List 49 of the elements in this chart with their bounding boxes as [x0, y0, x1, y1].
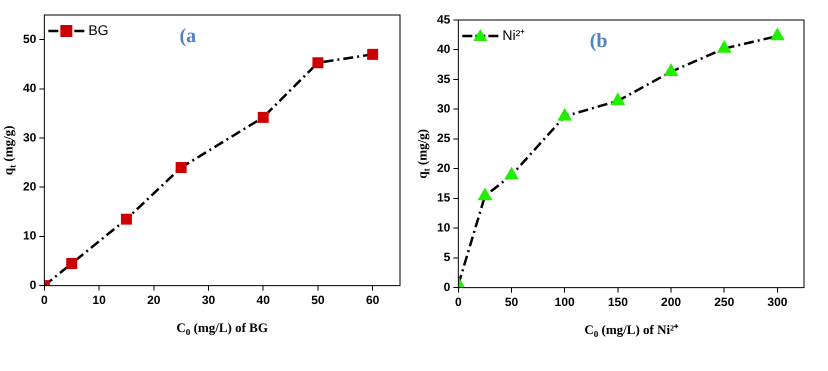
- point: [258, 112, 269, 123]
- y-axis-title: qt (mg/g): [0, 125, 18, 176]
- y-axis-title: qt (mg/g): [414, 128, 432, 179]
- annotation: (a: [179, 25, 196, 48]
- y-tick-label: 0: [30, 278, 37, 292]
- y-tick-label: 10: [436, 220, 451, 234]
- x-tick-label: 0: [41, 293, 48, 308]
- x-tick-label: 0: [455, 295, 462, 310]
- y-tick-label: 5: [444, 250, 451, 264]
- y-tick-label: 20: [22, 180, 37, 194]
- legend-label: Ni²⁺: [502, 26, 526, 43]
- x-tick-label: 150: [608, 295, 628, 310]
- legend-label: BG: [88, 22, 109, 38]
- point: [611, 94, 624, 106]
- y-tick-label: 0: [444, 280, 451, 294]
- point: [312, 57, 324, 68]
- y-tick-label: 35: [436, 72, 451, 86]
- y-tick-label: 40: [436, 42, 451, 56]
- x-tick-label: 100: [554, 295, 576, 310]
- x-tick-label: 40: [256, 293, 270, 308]
- point: [120, 214, 132, 225]
- x-tick-label: 300: [767, 295, 788, 310]
- y-tick-label: 45: [436, 12, 451, 26]
- y-tick-label: 20: [436, 160, 451, 175]
- point: [558, 109, 572, 121]
- y-tick-label: 30: [22, 130, 37, 144]
- y-tick-label: 25: [436, 131, 451, 146]
- x-tick-label: 20: [147, 293, 161, 308]
- point: [664, 64, 678, 76]
- point: [367, 48, 378, 60]
- x-tick-label: 30: [202, 293, 216, 308]
- x-tick-label: 60: [366, 293, 380, 308]
- point: [505, 168, 518, 180]
- point: [66, 258, 78, 269]
- x-tick-label: 250: [714, 295, 735, 310]
- y-tick-label: 40: [22, 81, 37, 96]
- y-tick-label: 30: [436, 102, 451, 116]
- x-tick-label: 200: [661, 295, 682, 310]
- y-tick-label: 15: [436, 190, 451, 205]
- x-tick-label: 50: [504, 295, 519, 310]
- point: [478, 188, 492, 200]
- point: [718, 41, 731, 53]
- point: [770, 28, 784, 40]
- y-tick-label: 50: [22, 32, 37, 46]
- x-tick-label: 10: [92, 293, 106, 308]
- y-tick-label: 10: [22, 228, 37, 243]
- annotation: (b: [590, 30, 608, 52]
- x-tick-label: 50: [311, 293, 325, 308]
- point: [176, 162, 187, 174]
